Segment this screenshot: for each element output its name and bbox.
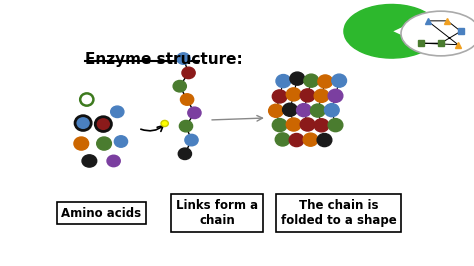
Ellipse shape [107,155,120,167]
Ellipse shape [275,133,290,146]
Ellipse shape [178,148,191,160]
Text: Links form a
chain: Links form a chain [176,199,258,227]
Ellipse shape [114,136,128,147]
Ellipse shape [286,118,301,131]
Ellipse shape [82,155,97,167]
Ellipse shape [318,75,333,88]
Ellipse shape [179,120,192,132]
Ellipse shape [97,137,111,150]
Ellipse shape [328,119,343,132]
Circle shape [401,11,474,56]
Ellipse shape [272,90,287,103]
Ellipse shape [75,116,91,130]
Ellipse shape [173,80,186,92]
Ellipse shape [290,72,305,85]
Ellipse shape [300,118,315,131]
Ellipse shape [185,134,198,146]
Ellipse shape [269,104,283,117]
Ellipse shape [272,119,287,132]
Ellipse shape [286,88,301,101]
Text: The chain is
folded to a shape: The chain is folded to a shape [281,199,396,227]
Ellipse shape [276,74,291,88]
Ellipse shape [297,104,311,117]
Ellipse shape [300,89,315,102]
Wedge shape [344,5,428,58]
Ellipse shape [188,107,201,119]
Ellipse shape [177,53,190,64]
Ellipse shape [161,120,168,127]
Ellipse shape [314,119,329,132]
Ellipse shape [314,89,329,102]
Ellipse shape [181,94,194,105]
Ellipse shape [304,74,319,87]
Ellipse shape [317,134,332,147]
Text: Amino acids: Amino acids [62,207,142,220]
Ellipse shape [332,74,346,87]
Ellipse shape [182,67,195,79]
Ellipse shape [303,133,318,146]
Ellipse shape [74,137,89,150]
Ellipse shape [328,89,343,102]
Ellipse shape [310,104,325,117]
Ellipse shape [289,134,304,147]
Text: Enzyme structure:: Enzyme structure: [85,52,243,67]
Ellipse shape [325,104,339,117]
Ellipse shape [283,103,297,116]
Ellipse shape [110,106,124,118]
Ellipse shape [95,117,111,131]
